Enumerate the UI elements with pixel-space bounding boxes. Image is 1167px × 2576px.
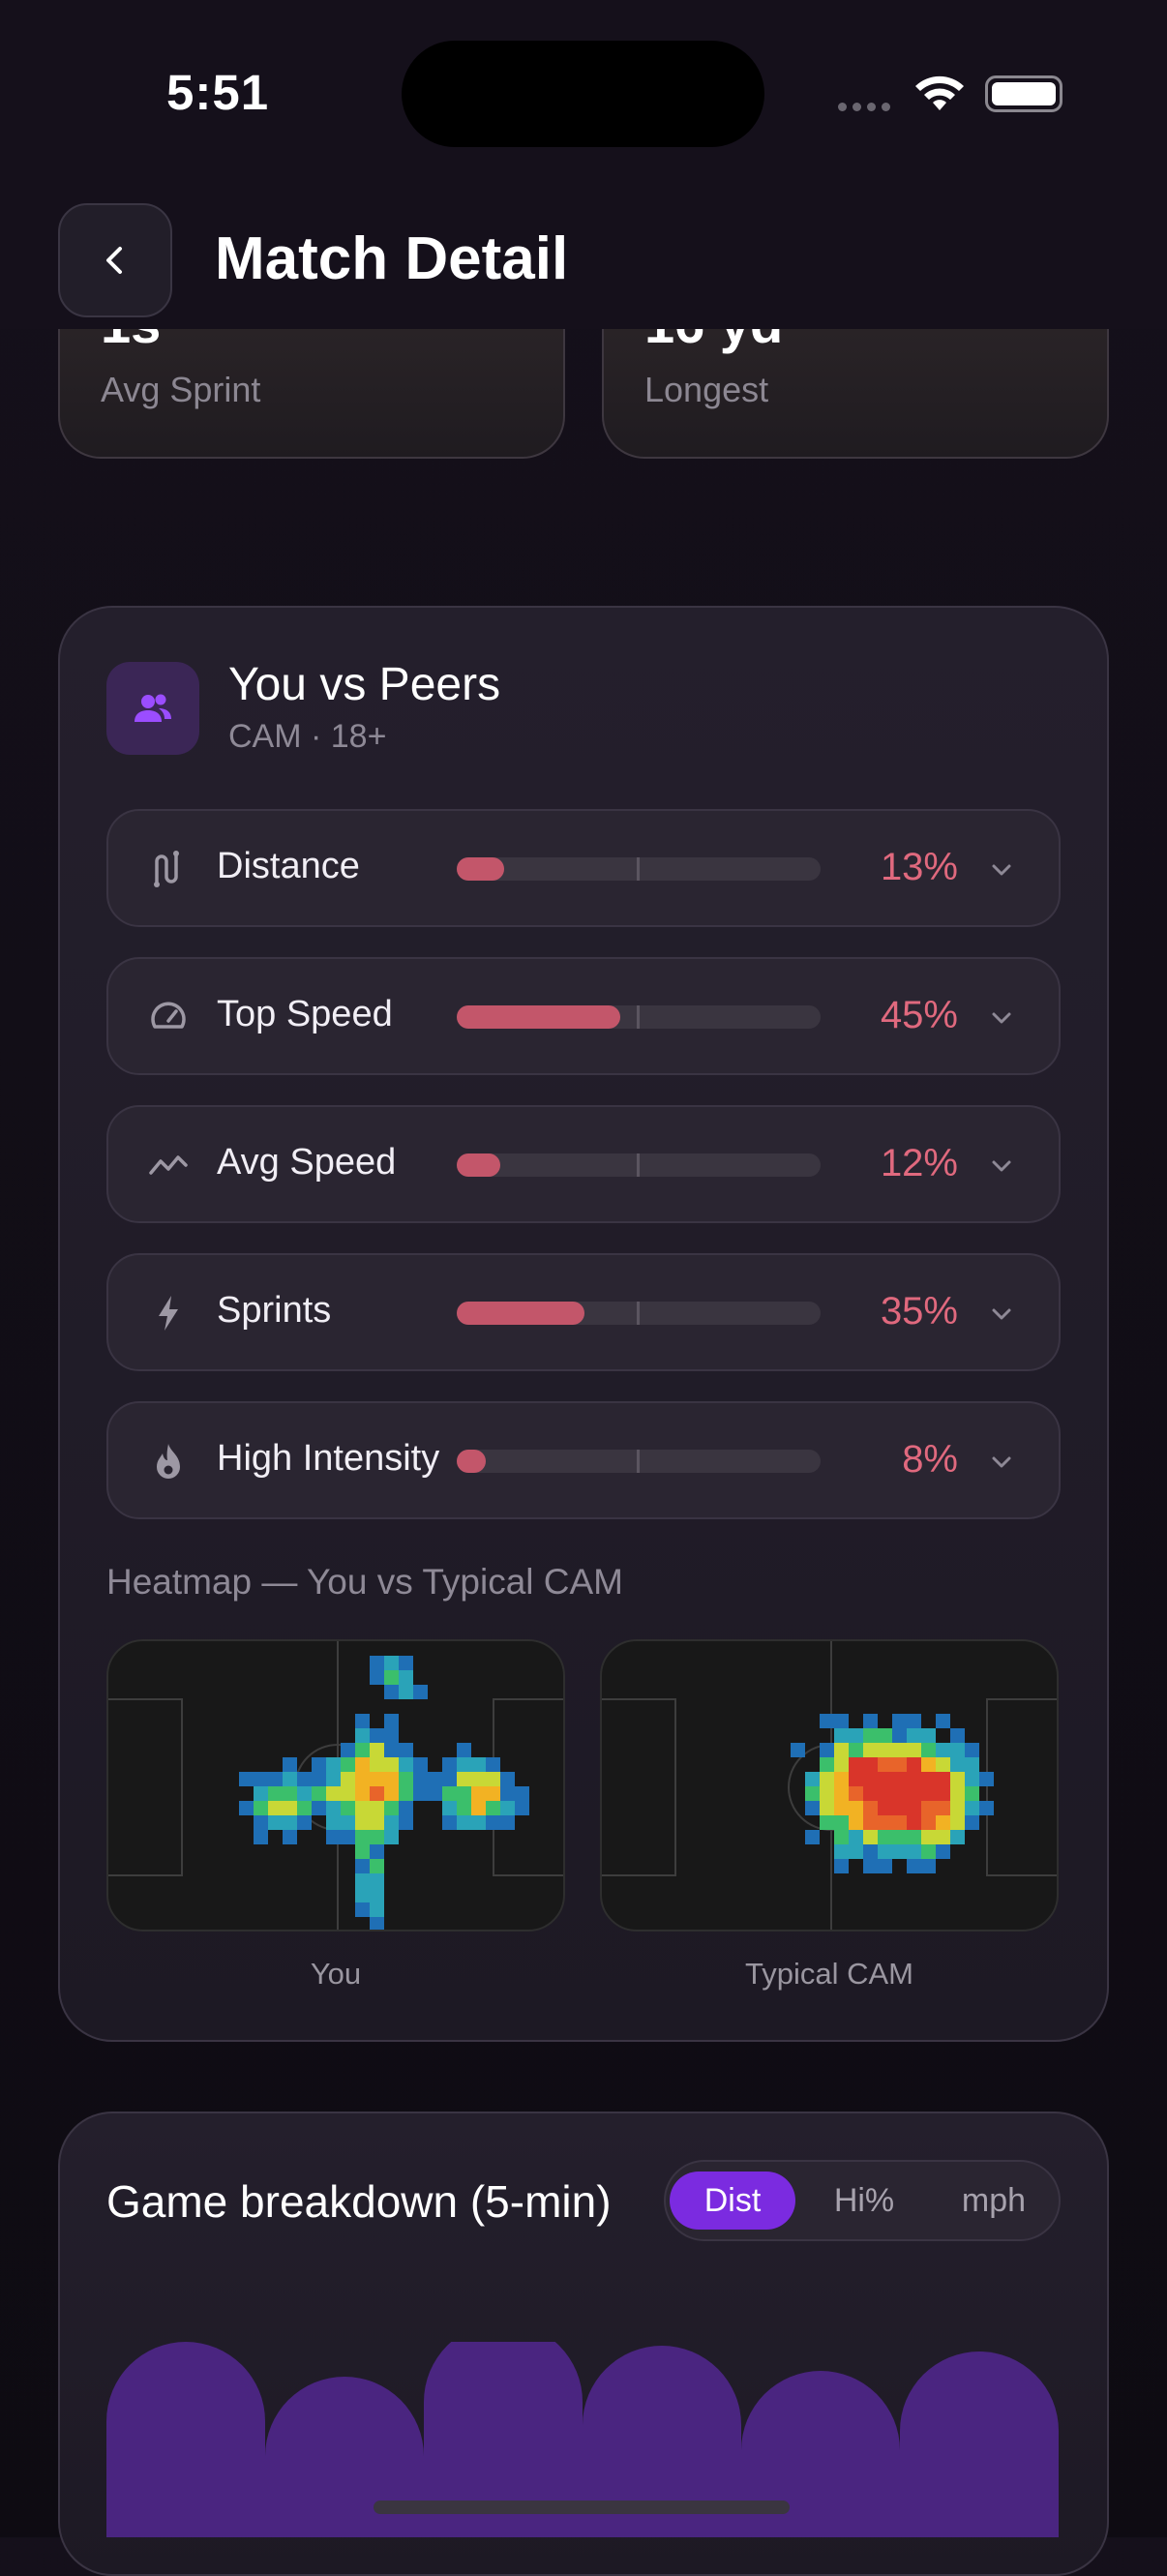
chevron-down-icon — [992, 1456, 1011, 1468]
metric-label: Top Speed — [217, 994, 393, 1034]
stat-card-longest: 16 yd Longest — [602, 319, 1109, 459]
battery-icon — [985, 75, 1062, 112]
peers-subtitle: CAM · 18+ — [228, 718, 387, 755]
peers-title: You vs Peers — [228, 659, 501, 710]
lightning-icon — [147, 1292, 190, 1334]
percentile-bar — [457, 1005, 821, 1029]
heatmap-you — [106, 1639, 565, 1932]
trend-line-icon — [147, 1144, 190, 1186]
percentile-bar — [457, 1153, 821, 1177]
metric-percent: 45% — [880, 994, 958, 1036]
percentile-bar-fill — [457, 1005, 621, 1029]
distance-icon — [147, 848, 190, 890]
cellular-signal-icon — [838, 101, 892, 114]
tab-dist[interactable]: Dist — [670, 2172, 795, 2230]
tab-hi-percent[interactable]: Hi% — [833, 2181, 895, 2219]
wifi-icon — [915, 75, 964, 110]
metric-label: Avg Speed — [217, 1142, 397, 1183]
chart-bar — [106, 2342, 265, 2537]
stat-label: Avg Sprint — [101, 370, 261, 409]
stat-label: Longest — [644, 370, 769, 409]
metric-label: High Intensity — [217, 1438, 440, 1479]
percentile-bar — [457, 1450, 821, 1473]
chevron-down-icon — [992, 1012, 1011, 1024]
chevron-left-icon — [106, 247, 122, 274]
chart-bar — [583, 2346, 741, 2537]
metric-label: Distance — [217, 846, 360, 886]
back-button[interactable] — [58, 203, 172, 317]
percentile-bar-fill — [457, 1450, 487, 1473]
flame-icon — [147, 1440, 190, 1483]
chart-bar — [900, 2351, 1059, 2537]
breakdown-title: Game breakdown (5-min) — [106, 2176, 612, 2227]
dynamic-island — [402, 41, 764, 147]
metric-row-high-intensity[interactable]: High Intensity 8% — [106, 1401, 1061, 1519]
breakdown-segmented-control: Dist Hi% mph — [664, 2160, 1061, 2241]
metric-row-top-speed[interactable]: Top Speed 45% — [106, 957, 1061, 1075]
percentile-bar-fill — [457, 1153, 501, 1177]
breakdown-chart — [106, 2342, 1059, 2537]
heatmap-title: Heatmap — You vs Typical CAM — [106, 1562, 624, 1602]
percentile-bar-fill — [457, 857, 504, 881]
metric-row-distance[interactable]: Distance 13% — [106, 809, 1061, 927]
chart-bar — [424, 2342, 583, 2537]
metric-row-avg-speed[interactable]: Avg Speed 12% — [106, 1105, 1061, 1223]
page-title: Match Detail — [215, 225, 569, 292]
percentile-bar-fill — [457, 1302, 584, 1325]
percentile-bar — [457, 1302, 821, 1325]
tab-mph[interactable]: mph — [961, 2181, 1027, 2219]
speedometer-icon — [147, 996, 190, 1038]
metric-percent: 8% — [902, 1438, 958, 1481]
heatmap-label-typical: Typical CAM — [745, 1957, 913, 1991]
chart-bar — [265, 2377, 424, 2537]
status-time: 5:51 — [166, 65, 270, 120]
heatmap-typical-cam — [600, 1639, 1059, 1932]
metric-percent: 35% — [880, 1290, 958, 1333]
percentile-bar — [457, 857, 821, 881]
metric-label: Sprints — [217, 1290, 332, 1331]
heatmap-label-you: You — [310, 1957, 362, 1991]
chevron-down-icon — [992, 1308, 1011, 1320]
chart-bar — [741, 2371, 900, 2537]
chevron-down-icon — [992, 864, 1011, 876]
metric-row-sprints[interactable]: Sprints 35% — [106, 1253, 1061, 1371]
home-indicator — [374, 2501, 790, 2514]
people-icon — [106, 662, 199, 755]
chevron-down-icon — [992, 1160, 1011, 1172]
metric-percent: 12% — [880, 1142, 958, 1184]
stat-card-avg-sprint: 1s Avg Sprint — [58, 319, 565, 459]
metric-percent: 13% — [880, 846, 958, 888]
